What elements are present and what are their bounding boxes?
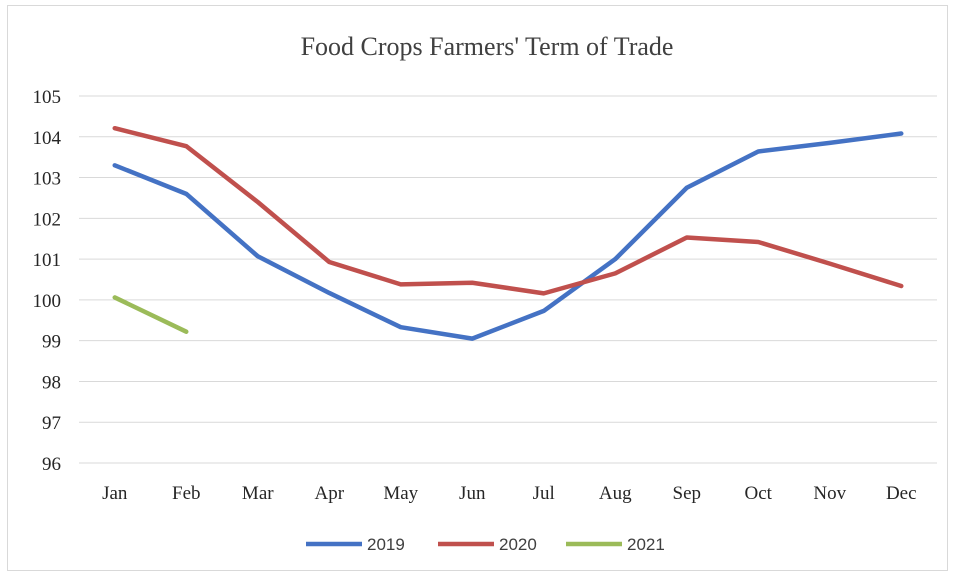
legend-label: 2019 [367, 535, 405, 554]
y-tick-label: 98 [42, 372, 61, 393]
y-tick-label: 103 [33, 169, 62, 190]
y-tick-label: 101 [33, 250, 62, 271]
series-lines [112, 125, 904, 341]
y-tick-label: 99 [42, 332, 61, 353]
x-tick-label: Dec [886, 483, 917, 504]
legend-label: 2021 [627, 535, 665, 554]
x-tick-label: Jun [459, 483, 486, 504]
y-tick-label: 96 [42, 454, 61, 475]
chart-title: Food Crops Farmers' Term of Trade [301, 32, 674, 61]
legend-label: 2020 [499, 535, 537, 554]
y-tick-label: 100 [33, 291, 62, 312]
y-tick-label: 97 [42, 413, 61, 434]
y-axis-ticks: 96 97 98 99 100 101 102 103 104 105 [33, 87, 62, 475]
gridlines [79, 95, 937, 464]
x-tick-label: May [383, 483, 418, 504]
x-tick-label: Oct [745, 483, 773, 504]
x-tick-label: Aug [599, 483, 632, 504]
x-axis-ticks: Jan Feb Mar Apr May Jun Jul Aug Sep Oct Nov Dec [102, 483, 916, 504]
chart-frame [7, 5, 948, 571]
y-tick-label: 102 [33, 209, 62, 230]
x-tick-label: Sep [673, 483, 702, 504]
series-line-2019 [112, 131, 904, 341]
x-tick-label: Jan [102, 483, 128, 504]
x-tick-label: Jul [533, 483, 555, 504]
legend: 2019 2020 2021 [306, 535, 665, 554]
x-tick-label: Apr [314, 483, 344, 504]
x-tick-label: Nov [813, 483, 846, 504]
x-tick-label: Mar [242, 483, 274, 504]
y-tick-label: 105 [33, 87, 62, 108]
y-tick-label: 104 [33, 128, 62, 149]
series-line-2020 [112, 125, 904, 296]
x-tick-label: Feb [172, 483, 201, 504]
series-line-2021 [112, 295, 189, 334]
